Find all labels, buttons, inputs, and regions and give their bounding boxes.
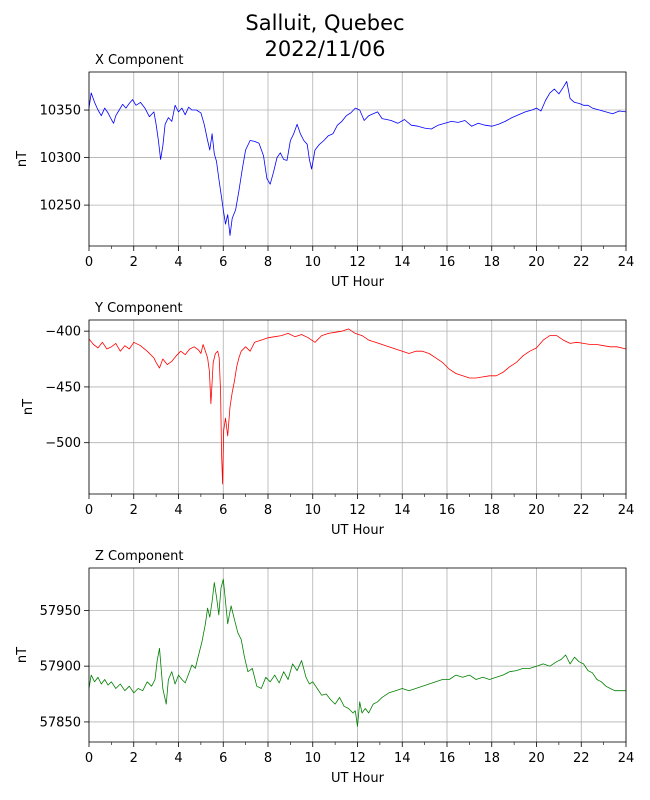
y-y-axis-label: nT	[21, 399, 36, 415]
x-series-line	[88, 81, 627, 236]
x-xtick-label-12: 24	[618, 255, 635, 270]
x-xtick-label-5: 10	[304, 255, 321, 270]
x-xtick-label-2: 4	[174, 255, 182, 270]
y-xtick-label-0: 0	[85, 503, 93, 518]
z-y-axis-label: nT	[15, 647, 30, 663]
y-xtick-label-10: 20	[528, 503, 545, 518]
z-xtick-label-9: 18	[483, 751, 500, 766]
y-xtick-label-7: 14	[394, 503, 411, 518]
y-xtick-label-8: 16	[439, 503, 456, 518]
y-xtick-label-1: 2	[130, 503, 138, 518]
z-xtick-label-12: 24	[618, 751, 635, 766]
y-xtick-label-5: 10	[304, 503, 321, 518]
x-xtick-label-9: 18	[483, 255, 500, 270]
x-xtick-label-10: 20	[528, 255, 545, 270]
x-ytick-label-1: 10300	[40, 151, 81, 166]
z-xtick-label-5: 10	[304, 751, 321, 766]
y-xtick-label-3: 6	[219, 503, 227, 518]
y-xtick-label-11: 22	[573, 503, 590, 518]
z-xtick-label-0: 0	[85, 751, 93, 766]
x-xtick-label-3: 6	[219, 255, 227, 270]
z-ytick-label-2: 57950	[40, 604, 81, 619]
y-ytick-label-1: −450	[45, 380, 81, 395]
y-series-line	[88, 328, 627, 485]
y-xtick-label-2: 4	[174, 503, 182, 518]
y-panel-title: Y Component	[94, 301, 183, 316]
figure-title-line2: 2022/11/06	[264, 37, 386, 61]
y-x-axis-label: UT Hour	[331, 523, 385, 538]
y-xtick-label-6: 12	[349, 503, 366, 518]
x-x-axis-label: UT Hour	[331, 275, 385, 290]
figure-title-line1: Salluit, Quebec	[245, 11, 405, 35]
x-xtick-label-7: 14	[394, 255, 411, 270]
z-ytick-label-1: 57900	[40, 660, 81, 675]
z-ytick-label-0: 57850	[40, 715, 81, 730]
x-ytick-label-0: 10250	[40, 199, 81, 214]
y-xtick-label-12: 24	[618, 503, 635, 518]
y-ytick-label-2: −500	[45, 436, 81, 451]
z-xtick-label-11: 22	[573, 751, 590, 766]
z-xtick-label-7: 14	[394, 751, 411, 766]
z-series-line	[88, 578, 626, 727]
x-y-axis-label: nT	[15, 151, 30, 167]
x-xtick-label-0: 0	[85, 255, 93, 270]
figure-title: Salluit, Quebec 2022/11/06	[0, 10, 650, 62]
x-xtick-label-6: 12	[349, 255, 366, 270]
z-xtick-label-3: 6	[219, 751, 227, 766]
y-ytick-label-0: −400	[45, 325, 81, 340]
z-xtick-label-1: 2	[130, 751, 138, 766]
z-xtick-label-10: 20	[528, 751, 545, 766]
x-xtick-label-1: 2	[130, 255, 138, 270]
z-xtick-label-6: 12	[349, 751, 366, 766]
z-xtick-label-4: 8	[264, 751, 272, 766]
x-panel-title: X Component	[95, 53, 184, 68]
x-xtick-label-8: 16	[439, 255, 456, 270]
x-ytick-label-2: 10350	[40, 104, 81, 119]
z-panel-title: Z Component	[95, 549, 184, 564]
z-xtick-label-2: 4	[174, 751, 182, 766]
y-xtick-label-4: 8	[264, 503, 272, 518]
x-xtick-label-4: 8	[264, 255, 272, 270]
z-xtick-label-8: 16	[439, 751, 456, 766]
y-xtick-label-9: 18	[483, 503, 500, 518]
z-x-axis-label: UT Hour	[331, 771, 385, 786]
x-xtick-label-11: 22	[573, 255, 590, 270]
